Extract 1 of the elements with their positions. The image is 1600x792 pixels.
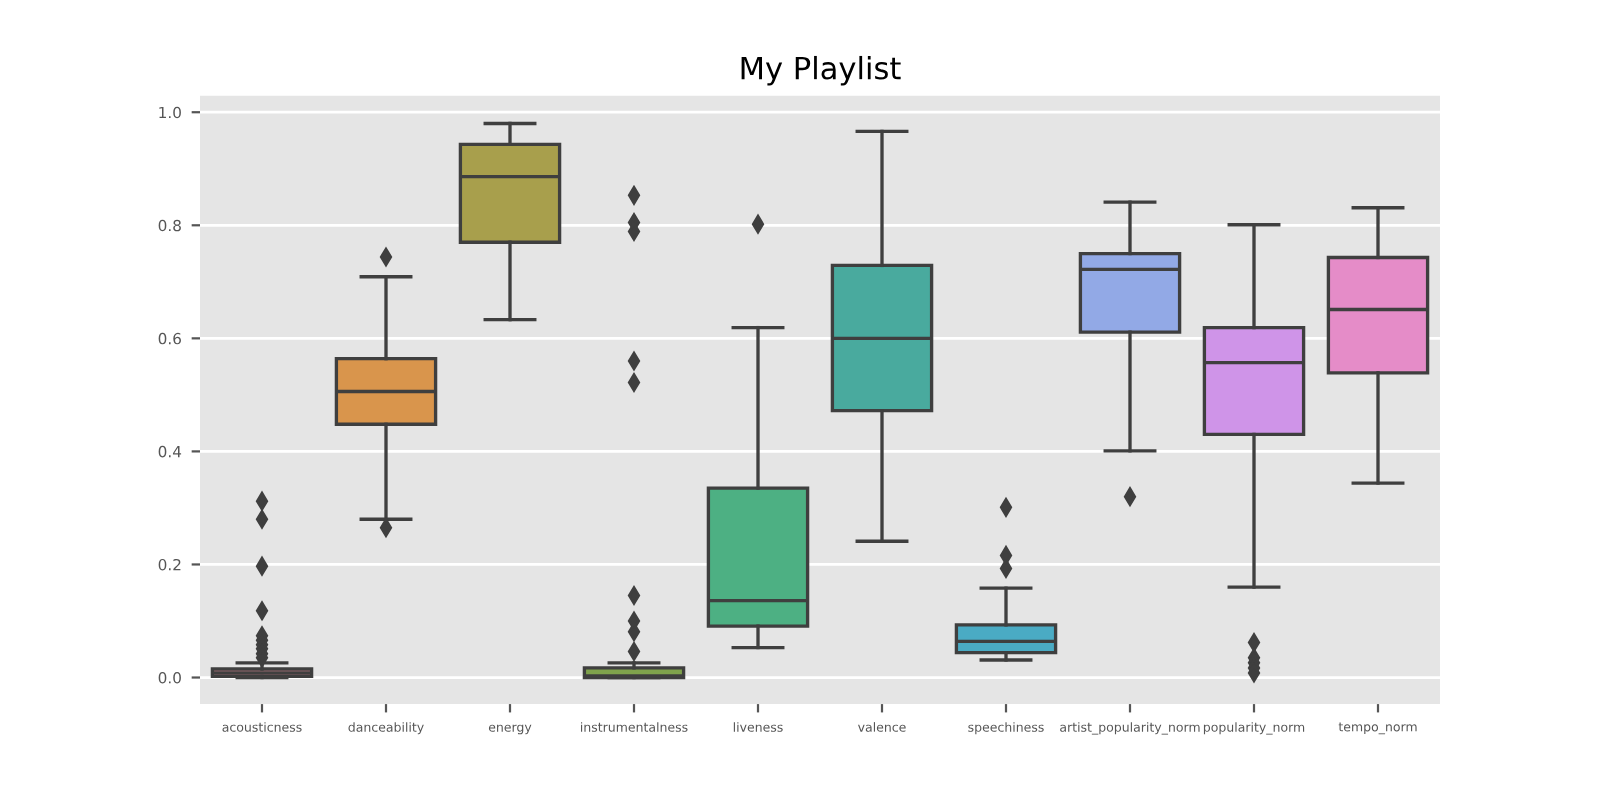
chart-title: My Playlist [741, 55, 901, 86]
